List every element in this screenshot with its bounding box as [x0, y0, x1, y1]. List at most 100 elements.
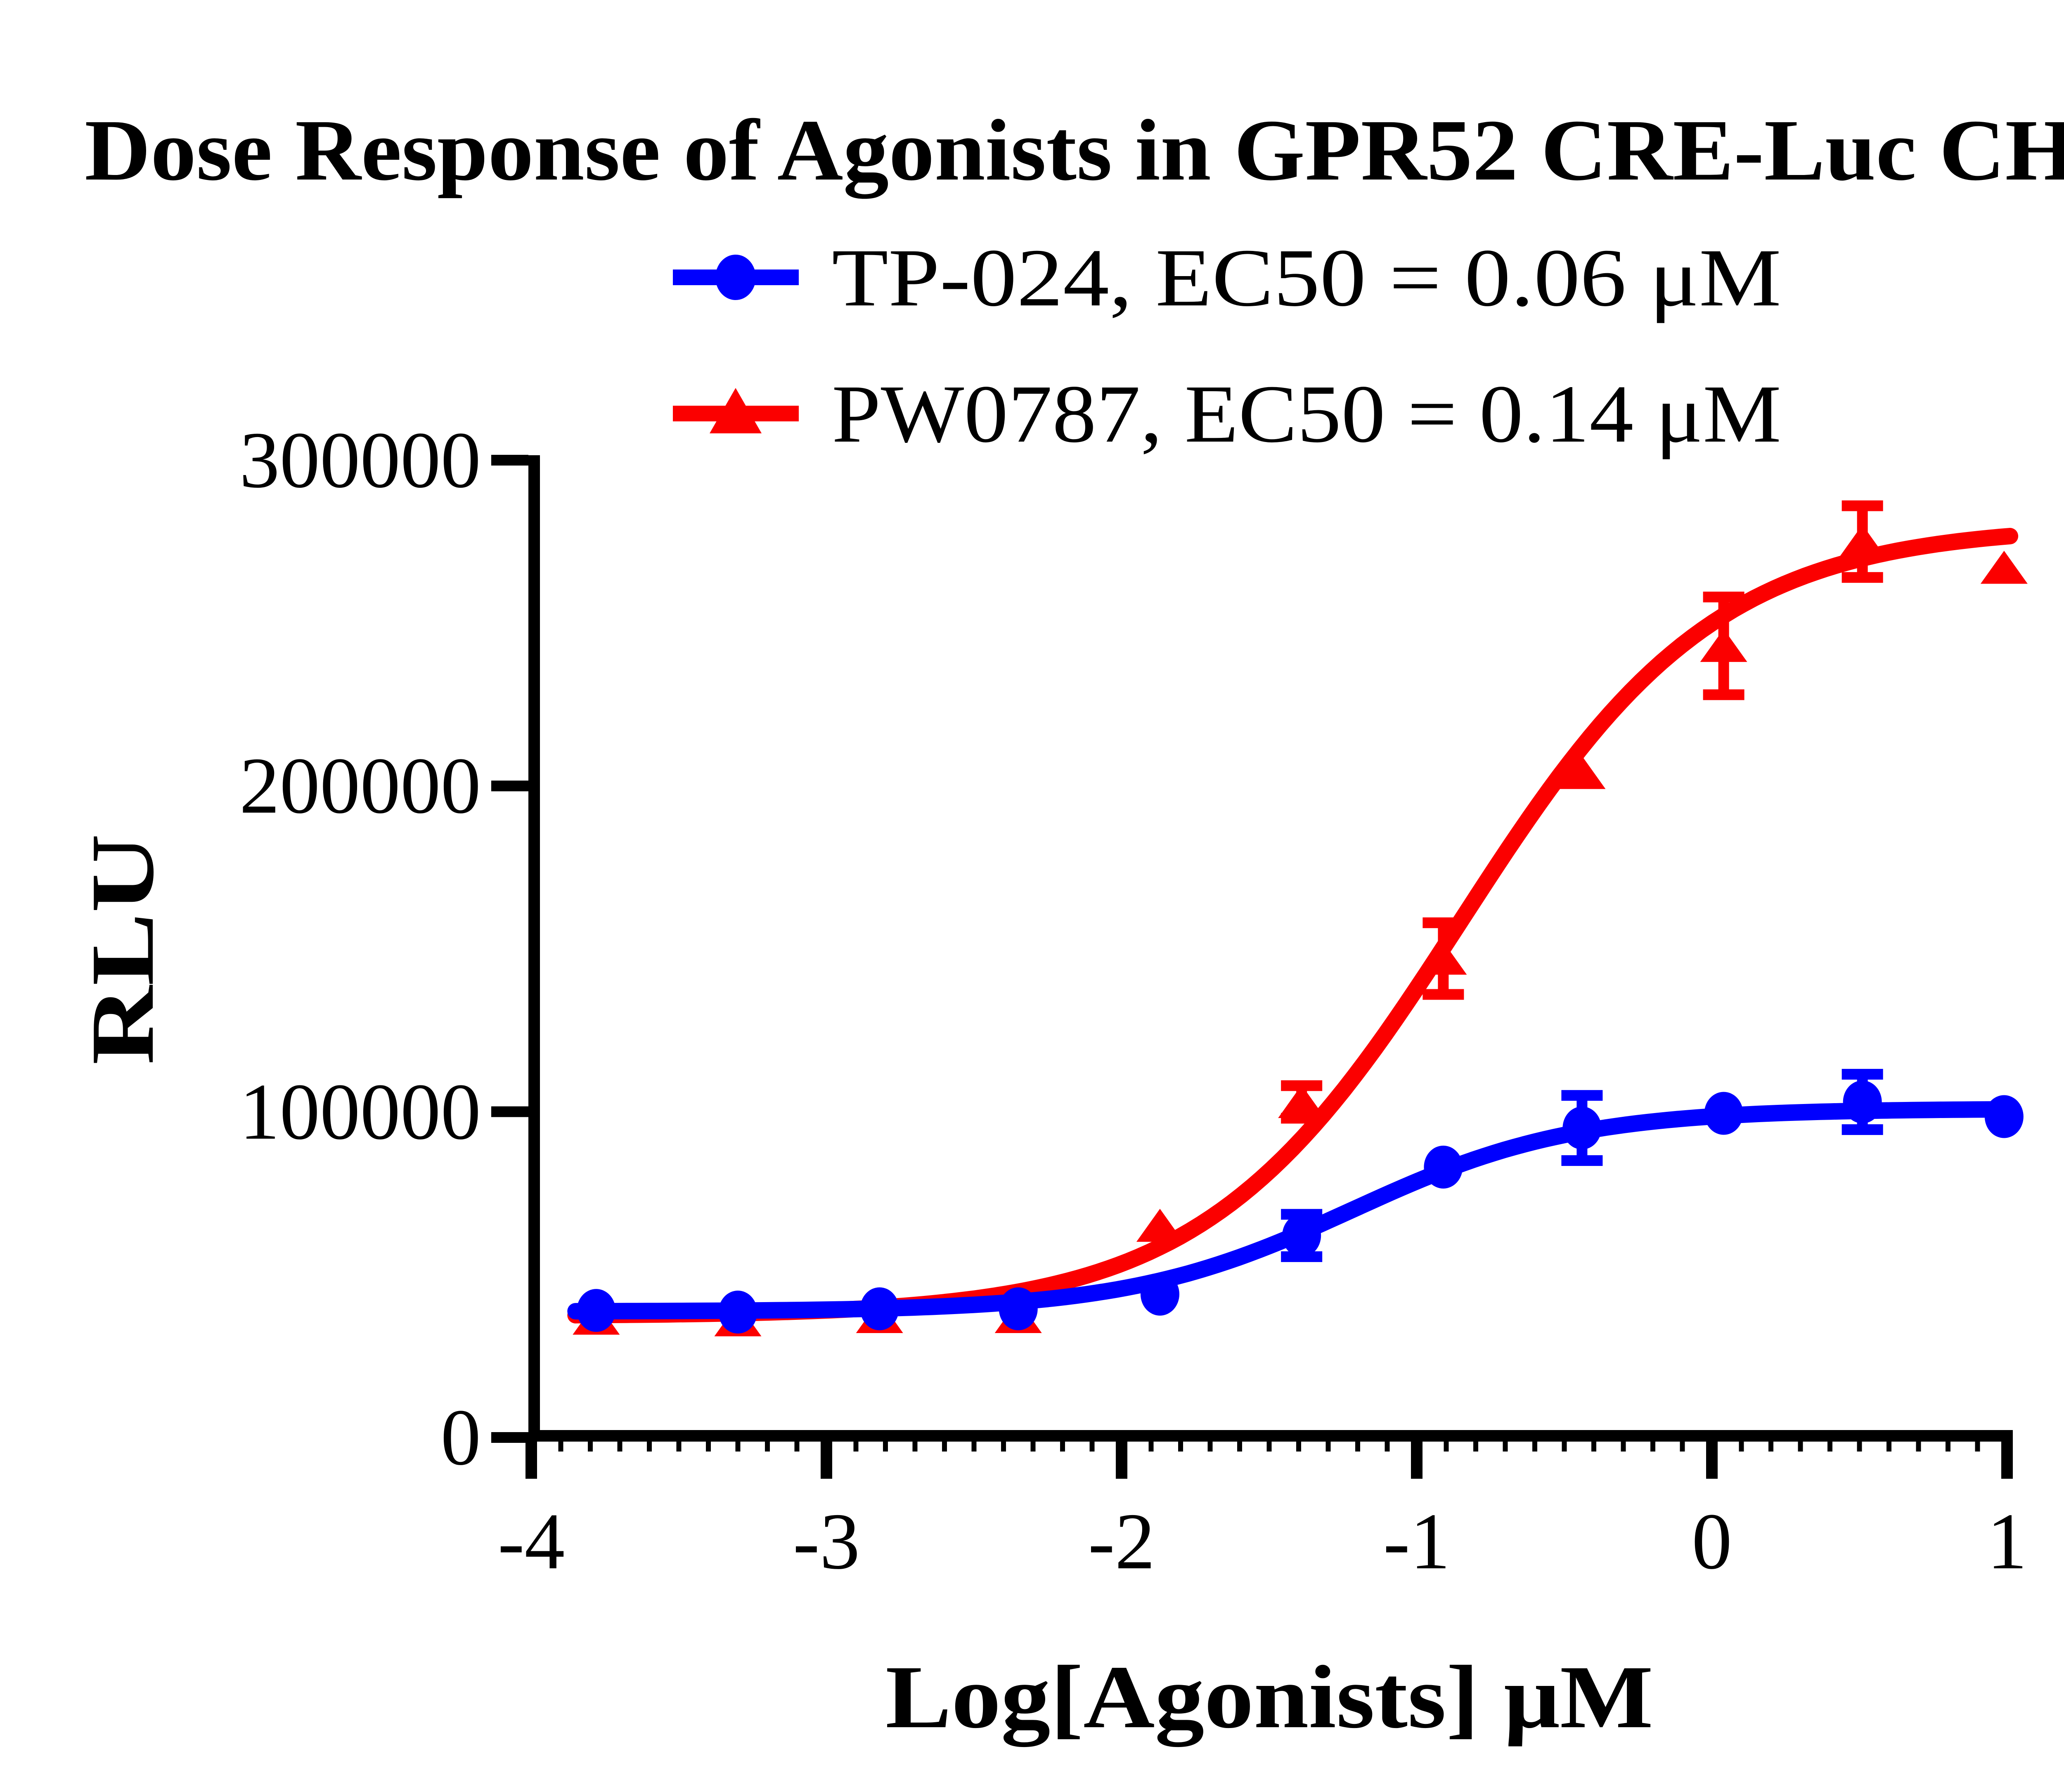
x-minor-tick: [971, 1442, 977, 1452]
marker-triangle-pw0787: [1839, 525, 1886, 558]
x-minor-tick: [1089, 1442, 1095, 1452]
x-minor-tick: [1975, 1442, 1980, 1452]
x-minor-tick: [1768, 1442, 1773, 1452]
marker-triangle-pw0787: [1278, 1085, 1326, 1118]
marker-circle-tp-024: [1984, 1095, 2024, 1138]
x-minor-tick: [942, 1442, 947, 1452]
x-minor-tick: [1237, 1442, 1242, 1452]
x-minor-tick: [853, 1442, 859, 1452]
error-bar-cap: [1842, 572, 1883, 583]
marker-circle-tp-024: [1562, 1106, 1602, 1150]
error-bar-cap: [1842, 500, 1883, 511]
curve-pw0787: [567, 528, 2019, 1324]
y-tick-label: 300000: [239, 416, 481, 505]
x-tick-label: -4: [498, 1497, 565, 1586]
x-minor-tick: [1296, 1442, 1301, 1452]
x-minor-tick: [1178, 1442, 1183, 1452]
x-minor-tick: [1591, 1442, 1596, 1452]
x-axis-spine: [528, 1430, 2013, 1442]
marker-triangle-pw0787: [1980, 551, 2028, 584]
x-minor-tick: [676, 1442, 682, 1452]
marker-circle-tp-024: [1843, 1080, 1882, 1123]
x-minor-tick: [1680, 1442, 1685, 1452]
x-minor-tick: [794, 1442, 800, 1452]
marker-triangle-pw0787: [1136, 1208, 1183, 1242]
x-minor-tick: [1473, 1442, 1478, 1452]
marker-circle-tp-024: [577, 1289, 616, 1332]
marker-triangle-pw0787: [1700, 629, 1747, 662]
x-minor-tick: [617, 1442, 623, 1452]
x-minor-tick: [1827, 1442, 1832, 1452]
x-minor-tick: [706, 1442, 711, 1452]
x-tick: [1706, 1442, 1718, 1479]
marker-circle-tp-024: [1282, 1214, 1321, 1257]
x-minor-tick: [1650, 1442, 1655, 1452]
x-minor-tick: [558, 1442, 563, 1452]
x-minor-tick: [1739, 1442, 1744, 1452]
x-minor-tick: [1060, 1442, 1065, 1452]
x-tick-label: -1: [1383, 1497, 1450, 1586]
x-tick: [1116, 1442, 1127, 1479]
marker-triangle-pw0787: [1558, 756, 1606, 789]
error-bar-cap: [1423, 989, 1464, 1000]
marker-circle-tp-024: [1424, 1145, 1463, 1189]
x-minor-tick: [912, 1442, 918, 1452]
x-tick-label: -3: [793, 1497, 860, 1586]
marker-circle-tp-024: [860, 1287, 899, 1331]
x-tick-label: 1: [1987, 1497, 2027, 1586]
error-bar-cap: [1842, 1124, 1883, 1135]
x-minor-tick: [1266, 1442, 1272, 1452]
x-minor-tick: [1946, 1442, 1950, 1452]
error-bar-cap: [1703, 689, 1744, 700]
marker-circle-tp-024: [718, 1291, 757, 1334]
axis-ticks: [491, 455, 2013, 1479]
legend: TP-024, EC50 = 0.06 μM PW0787, EC50 = 0.…: [673, 232, 1781, 460]
legend-triangle-marker-icon: [710, 388, 762, 433]
y-tick: [491, 780, 528, 792]
x-minor-tick: [1503, 1442, 1508, 1452]
plot-area: [567, 500, 2028, 1336]
y-tick: [491, 455, 528, 466]
legend-label-pw0787: PW0787, EC50 = 0.14 μM: [832, 369, 1781, 460]
x-minor-tick: [1001, 1442, 1006, 1452]
marker-circle-tp-024: [1140, 1272, 1179, 1316]
x-tick: [2001, 1442, 2013, 1479]
x-minor-tick: [1857, 1442, 1862, 1452]
x-minor-tick: [1326, 1442, 1331, 1452]
y-tick: [491, 1106, 528, 1117]
x-minor-tick: [647, 1442, 652, 1452]
x-minor-tick: [1562, 1442, 1567, 1452]
x-minor-tick: [588, 1442, 593, 1452]
x-minor-tick: [1444, 1442, 1449, 1452]
y-tick-label: 200000: [239, 741, 481, 830]
x-tick-label: 0: [1692, 1497, 1732, 1586]
x-minor-tick: [883, 1442, 888, 1452]
x-minor-tick: [1916, 1442, 1921, 1452]
y-axis-spine: [528, 455, 540, 1442]
x-tick-label: -2: [1088, 1497, 1155, 1586]
x-minor-tick: [1207, 1442, 1213, 1452]
legend-label-tp024: TP-024, EC50 = 0.06 μM: [832, 232, 1781, 324]
y-tick: [491, 1432, 528, 1443]
page-title: Dose Response of Agonists in GPR52 CRE-L…: [85, 102, 2064, 199]
marker-circle-tp-024: [999, 1287, 1038, 1331]
x-minor-tick: [1798, 1442, 1803, 1452]
x-minor-tick: [1030, 1442, 1036, 1452]
error-bar-cap: [1561, 1090, 1603, 1101]
x-tick: [525, 1442, 537, 1479]
x-tick: [821, 1442, 832, 1479]
marker-triangle-pw0787: [1420, 941, 1467, 975]
x-minor-tick: [735, 1442, 741, 1452]
legend-item-pw0787: PW0787, EC50 = 0.14 μM: [673, 369, 1781, 460]
x-minor-tick: [765, 1442, 770, 1452]
legend-circle-marker-icon: [715, 255, 756, 300]
x-minor-tick: [1148, 1442, 1154, 1452]
error-bar-cap: [1561, 1155, 1603, 1166]
x-minor-tick: [1621, 1442, 1626, 1452]
y-tick-label: 100000: [239, 1067, 481, 1156]
error-bar-cap: [1842, 1069, 1883, 1080]
marker-circle-tp-024: [1704, 1092, 1743, 1135]
x-minor-tick: [1886, 1442, 1891, 1452]
